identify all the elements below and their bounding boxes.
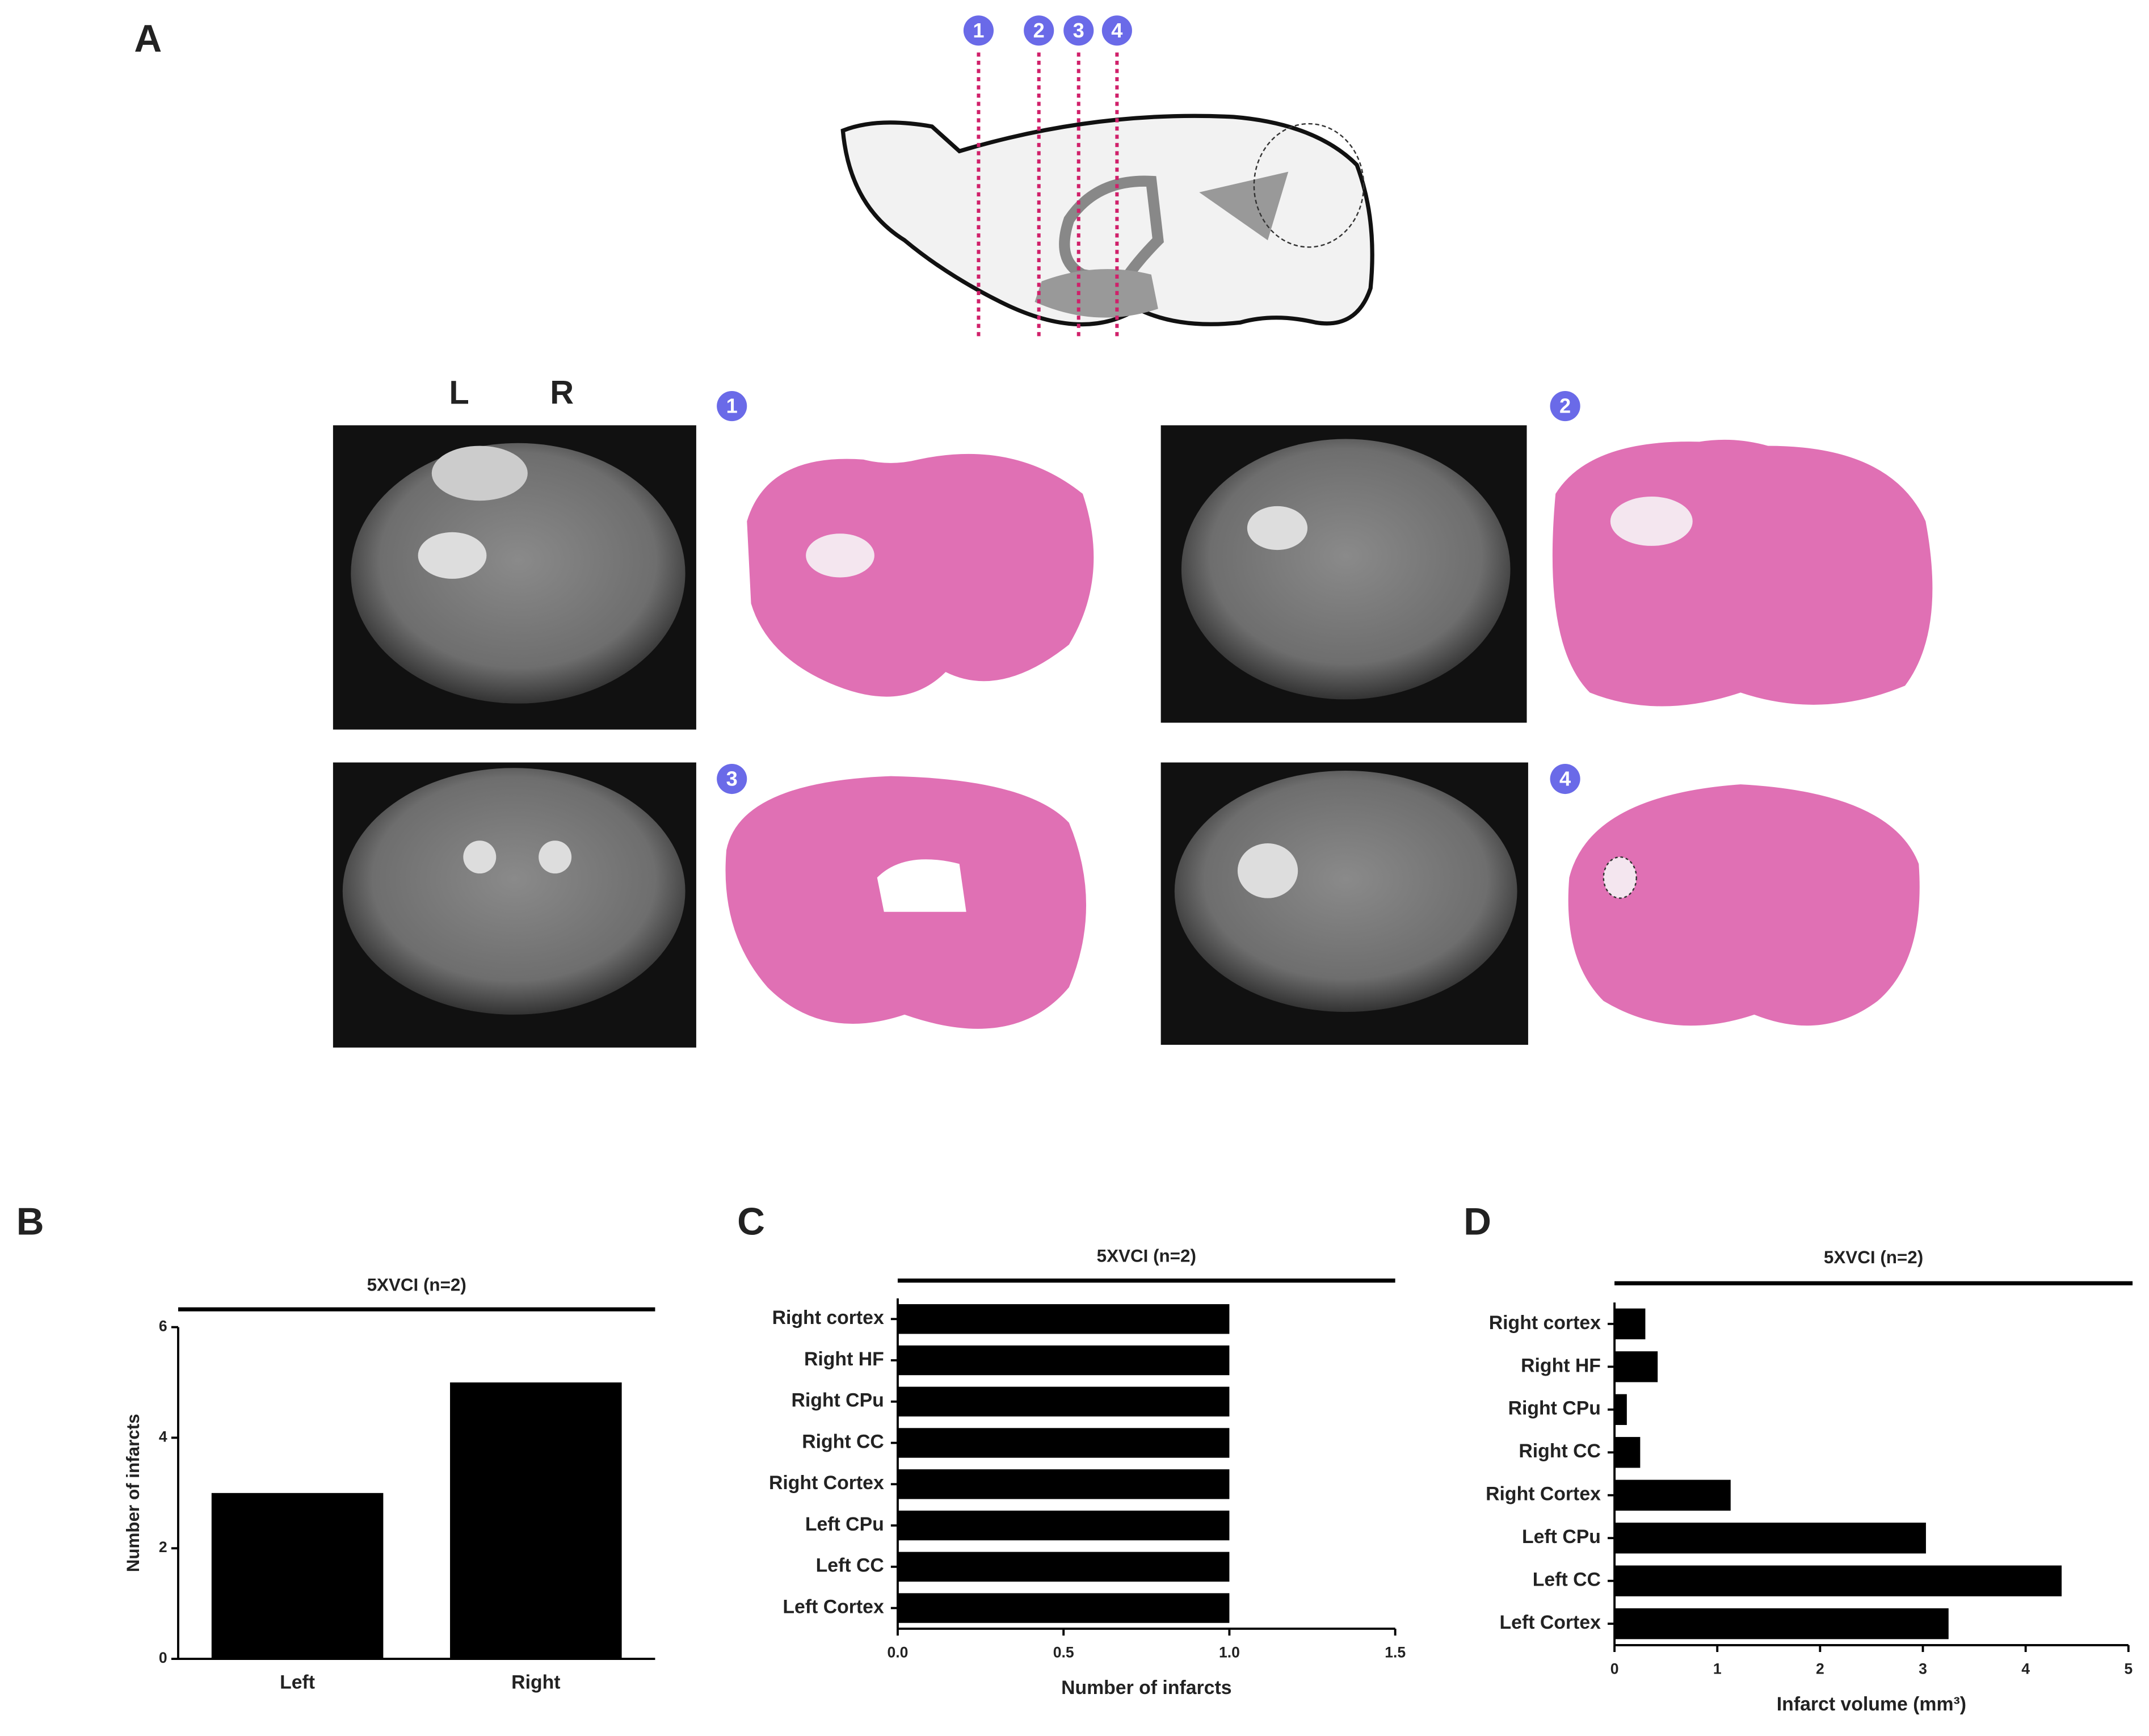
chart-title: 5XVCI (n=2) (1824, 1247, 1923, 1267)
section-marker-circle (1101, 15, 1132, 46)
x-tick-label: 1.0 (1219, 1643, 1240, 1661)
panel-label: B (16, 1200, 44, 1243)
section-marker-circle (1024, 15, 1054, 46)
y-tick-label: Left CC (816, 1555, 884, 1577)
section-marker: 4 (1559, 767, 1571, 790)
y-tick-label: Right HF (804, 1348, 884, 1370)
y-tick-label: 0 (159, 1649, 167, 1666)
bar (1614, 1437, 1641, 1468)
chart-title: 5XVCI (n=2) (1097, 1246, 1196, 1266)
y-tick-label: Left CPu (805, 1514, 884, 1535)
y-tick-label: 6 (159, 1318, 167, 1335)
section-marker: 2 (1033, 19, 1045, 42)
panel-label: C (737, 1200, 765, 1243)
x-tick-label: Left (280, 1671, 315, 1693)
x-tick-label: 3 (1919, 1660, 1927, 1677)
x-tick-label: 0 (1610, 1660, 1619, 1677)
hemisphere-label: R (550, 375, 574, 411)
bar (897, 1510, 1230, 1541)
bar (897, 1345, 1230, 1376)
bar (1614, 1479, 1731, 1511)
bar (450, 1382, 622, 1659)
section-marker: 1 (973, 19, 984, 42)
section-marker-circle (963, 15, 994, 46)
section-marker: 3 (726, 767, 738, 790)
y-tick-label: Left Cortex (783, 1596, 884, 1617)
bar (1614, 1565, 2062, 1596)
charts: B 5XVCI (n=2) 0 2 4 6 Number of infarcts Left Ri… (16, 1200, 2133, 1715)
y-tick-label: Right cortex (1489, 1312, 1601, 1334)
x-tick-label: 0.5 (1053, 1643, 1074, 1661)
x-axis-label: Infarct volume (mm³) (1777, 1693, 1966, 1715)
x-tick-label: Right (511, 1671, 560, 1693)
bar (897, 1304, 1230, 1334)
section-marker-circle (1063, 15, 1094, 46)
y-axis-label: Number of infarcts (123, 1414, 143, 1572)
y-tick-label: Left CC (1533, 1569, 1601, 1591)
y-tick-label: 2 (159, 1539, 167, 1556)
bar (1614, 1351, 1658, 1382)
y-tick-label: Left Cortex (1500, 1612, 1601, 1633)
y-tick-label: Right cortex (772, 1307, 884, 1329)
bar (1614, 1523, 1926, 1554)
x-tick-label: 5 (2124, 1660, 2133, 1677)
y-tick-label: Right HF (1521, 1355, 1601, 1376)
x-tick-label: 1 (1713, 1660, 1722, 1677)
histology-images (725, 439, 1933, 1029)
section-marker-circle (1550, 391, 1580, 422)
bar (211, 1493, 384, 1659)
x-tick-label: 0.0 (887, 1643, 908, 1661)
x-tick-label: 4 (2021, 1660, 2030, 1677)
y-tick-label: Right CC (1519, 1440, 1601, 1462)
section-marker: 3 (1073, 19, 1084, 42)
section-marker: 1 (726, 394, 738, 418)
bar (1614, 1394, 1627, 1425)
section-marker: 4 (1111, 19, 1122, 42)
y-tick-label: Right CC (802, 1431, 884, 1452)
bar (897, 1552, 1230, 1582)
y-tick-label: Right CPu (1508, 1398, 1601, 1419)
brain-diagram (840, 114, 1374, 327)
panel-label: D (1463, 1200, 1491, 1243)
bar (1614, 1308, 1646, 1340)
x-tick-label: 1.5 (1385, 1643, 1406, 1661)
bar (897, 1386, 1230, 1416)
y-tick-label: Right CPu (791, 1390, 884, 1411)
y-tick-label: Right Cortex (769, 1472, 884, 1494)
section-marker-circle (717, 391, 747, 422)
y-tick-label: 4 (159, 1428, 167, 1445)
chart-title: 5XVCI (n=2) (367, 1275, 466, 1294)
bar (897, 1593, 1230, 1623)
x-axis-label: Number of infarcts (1061, 1677, 1231, 1699)
hemisphere-label: L (449, 375, 469, 411)
y-tick-label: Left CPu (1522, 1526, 1601, 1548)
section-marker-circle (717, 763, 747, 795)
panel-label: A (134, 18, 162, 60)
y-tick-label: Right Cortex (1486, 1483, 1601, 1505)
bar (1614, 1608, 1949, 1640)
bar (897, 1469, 1230, 1499)
panel-a: A 1 1 2 2 3 3 4 4 L R (134, 15, 1580, 795)
x-tick-label: 2 (1816, 1660, 1824, 1677)
section-marker: 2 (1559, 394, 1571, 418)
section-marker-circle (1550, 763, 1580, 795)
mri-images (333, 425, 1528, 1048)
bar (897, 1428, 1230, 1458)
